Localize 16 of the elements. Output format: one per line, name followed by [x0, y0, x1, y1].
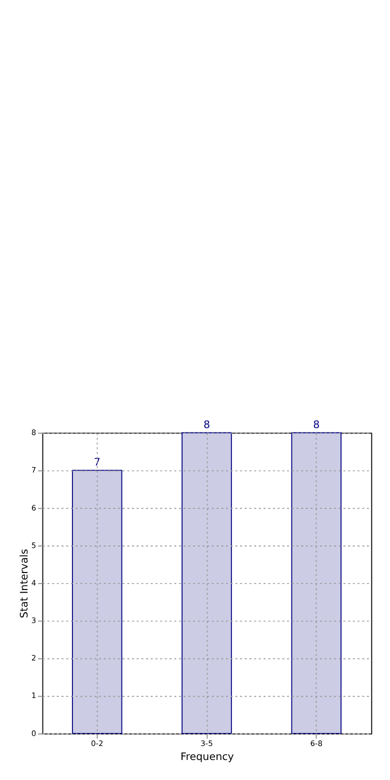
- y-tick-label: 1: [31, 691, 36, 700]
- data-label: 8: [313, 419, 320, 432]
- y-tick-label: 0: [31, 728, 36, 738]
- x-tick-label: 6-8: [310, 739, 323, 748]
- y-tick-label: 5: [31, 540, 36, 550]
- data-label: 8: [203, 419, 210, 432]
- y-tick-label: 7: [31, 466, 36, 475]
- y-tick-label: 3: [31, 616, 36, 626]
- x-tick-label: 3-5: [200, 739, 214, 748]
- y-tick-label: 2: [31, 654, 36, 663]
- y-axis-title: Stat Intervals: [18, 548, 31, 618]
- y-tick-label: 8: [31, 428, 36, 438]
- y-tick-label: 4: [31, 578, 36, 588]
- x-tick-label: 0-2: [90, 739, 104, 748]
- x-axis-title: Frequency: [180, 751, 234, 764]
- y-tick-label: 6: [31, 503, 36, 512]
